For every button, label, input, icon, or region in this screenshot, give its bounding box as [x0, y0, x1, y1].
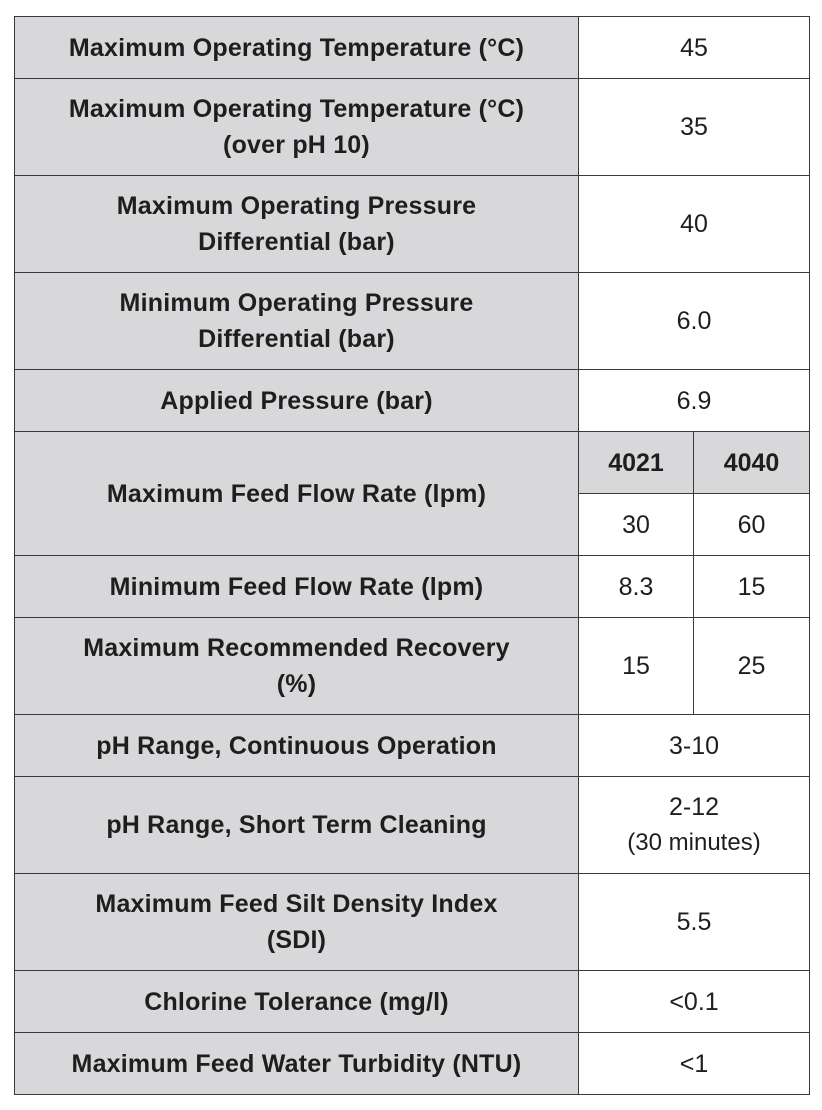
row-label-line: (%): [276, 670, 317, 698]
row-label: Maximum Feed Silt Density Index (SDI): [14, 873, 579, 971]
row-value: 5.5: [578, 873, 810, 971]
row-label: Maximum Operating Temperature (°C): [14, 16, 579, 79]
row-label: Maximum Feed Flow Rate (lpm): [14, 431, 579, 556]
row-value-4021: 15: [578, 617, 694, 715]
column-header-4021: 4021: [578, 431, 694, 494]
row-value-line: 2-12: [668, 793, 720, 821]
table-row-min-feed-flow-rate: Minimum Feed Flow Rate (lpm) 8.3 15: [14, 555, 810, 618]
row-label: Maximum Recommended Recovery (%): [14, 617, 579, 715]
row-label-line: Minimum Operating Pressure: [119, 289, 474, 317]
row-value-line: (30 minutes): [627, 829, 761, 856]
row-label: Applied Pressure (bar): [14, 369, 579, 432]
row-value: 6.9: [578, 369, 810, 432]
table-row-max-feed-sdi: Maximum Feed Silt Density Index (SDI) 5.…: [14, 873, 810, 971]
row-label: Maximum Feed Water Turbidity (NTU): [14, 1032, 579, 1095]
row-label-line: (over pH 10): [223, 131, 370, 159]
row-label-line: Maximum Operating Pressure: [116, 192, 477, 220]
row-value: 6.0: [578, 272, 810, 370]
row-value-4021: 30: [578, 493, 694, 556]
row-label-line: Maximum Feed Silt Density Index: [95, 890, 498, 918]
row-value: 35: [578, 78, 810, 176]
table-row-max-operating-pressure-differential: Maximum Operating Pressure Differential …: [14, 175, 810, 273]
row-value: <0.1: [578, 970, 810, 1033]
row-value-4021: 8.3: [578, 555, 694, 618]
table-row-max-feed-flow-rate: Maximum Feed Flow Rate (lpm) 4021 4040: [14, 431, 810, 556]
table-row-chlorine-tolerance: Chlorine Tolerance (mg/l) <0.1: [14, 970, 810, 1033]
table-row-ph-range-continuous: pH Range, Continuous Operation 3-10: [14, 714, 810, 777]
table-row-max-operating-temperature: Maximum Operating Temperature (°C) 45: [14, 16, 810, 79]
row-label: Maximum Operating Pressure Differential …: [14, 175, 579, 273]
specifications-table: Maximum Operating Temperature (°C) 45 Ma…: [14, 16, 810, 1095]
row-label-line: Differential (bar): [198, 325, 395, 353]
row-label-line: (SDI): [266, 926, 327, 954]
row-label-line: Maximum Recommended Recovery: [83, 634, 510, 662]
table-row-max-operating-temperature-over-ph10: Maximum Operating Temperature (°C) (over…: [14, 78, 810, 176]
table-row-ph-range-cleaning: pH Range, Short Term Cleaning 2-12 (30 m…: [14, 776, 810, 874]
row-label: Chlorine Tolerance (mg/l): [14, 970, 579, 1033]
row-label: pH Range, Continuous Operation: [14, 714, 579, 777]
row-value: <1: [578, 1032, 810, 1095]
column-header-4040: 4040: [693, 431, 810, 494]
table-row-min-operating-pressure-differential: Minimum Operating Pressure Differential …: [14, 272, 810, 370]
row-label: Minimum Operating Pressure Differential …: [14, 272, 579, 370]
row-label: pH Range, Short Term Cleaning: [14, 776, 579, 874]
row-value-4040: 25: [693, 617, 810, 715]
row-value-4040: 15: [693, 555, 810, 618]
row-value: 3-10: [578, 714, 810, 777]
row-label: Maximum Operating Temperature (°C) (over…: [14, 78, 579, 176]
row-label-line: Maximum Operating Temperature (°C): [68, 95, 525, 123]
row-label-line: Differential (bar): [198, 228, 395, 256]
table-row-applied-pressure: Applied Pressure (bar) 6.9: [14, 369, 810, 432]
row-value-4040: 60: [693, 493, 810, 556]
table-row-max-feed-flow-rate-values: 30 60: [15, 493, 810, 556]
row-label: Minimum Feed Flow Rate (lpm): [14, 555, 579, 618]
row-value: 40: [578, 175, 810, 273]
table-row-max-recommended-recovery: Maximum Recommended Recovery (%) 15 25: [14, 617, 810, 715]
row-value: 2-12 (30 minutes): [578, 776, 810, 874]
row-value: 45: [578, 16, 810, 79]
table-row-max-feed-water-turbidity: Maximum Feed Water Turbidity (NTU) <1: [14, 1032, 810, 1095]
